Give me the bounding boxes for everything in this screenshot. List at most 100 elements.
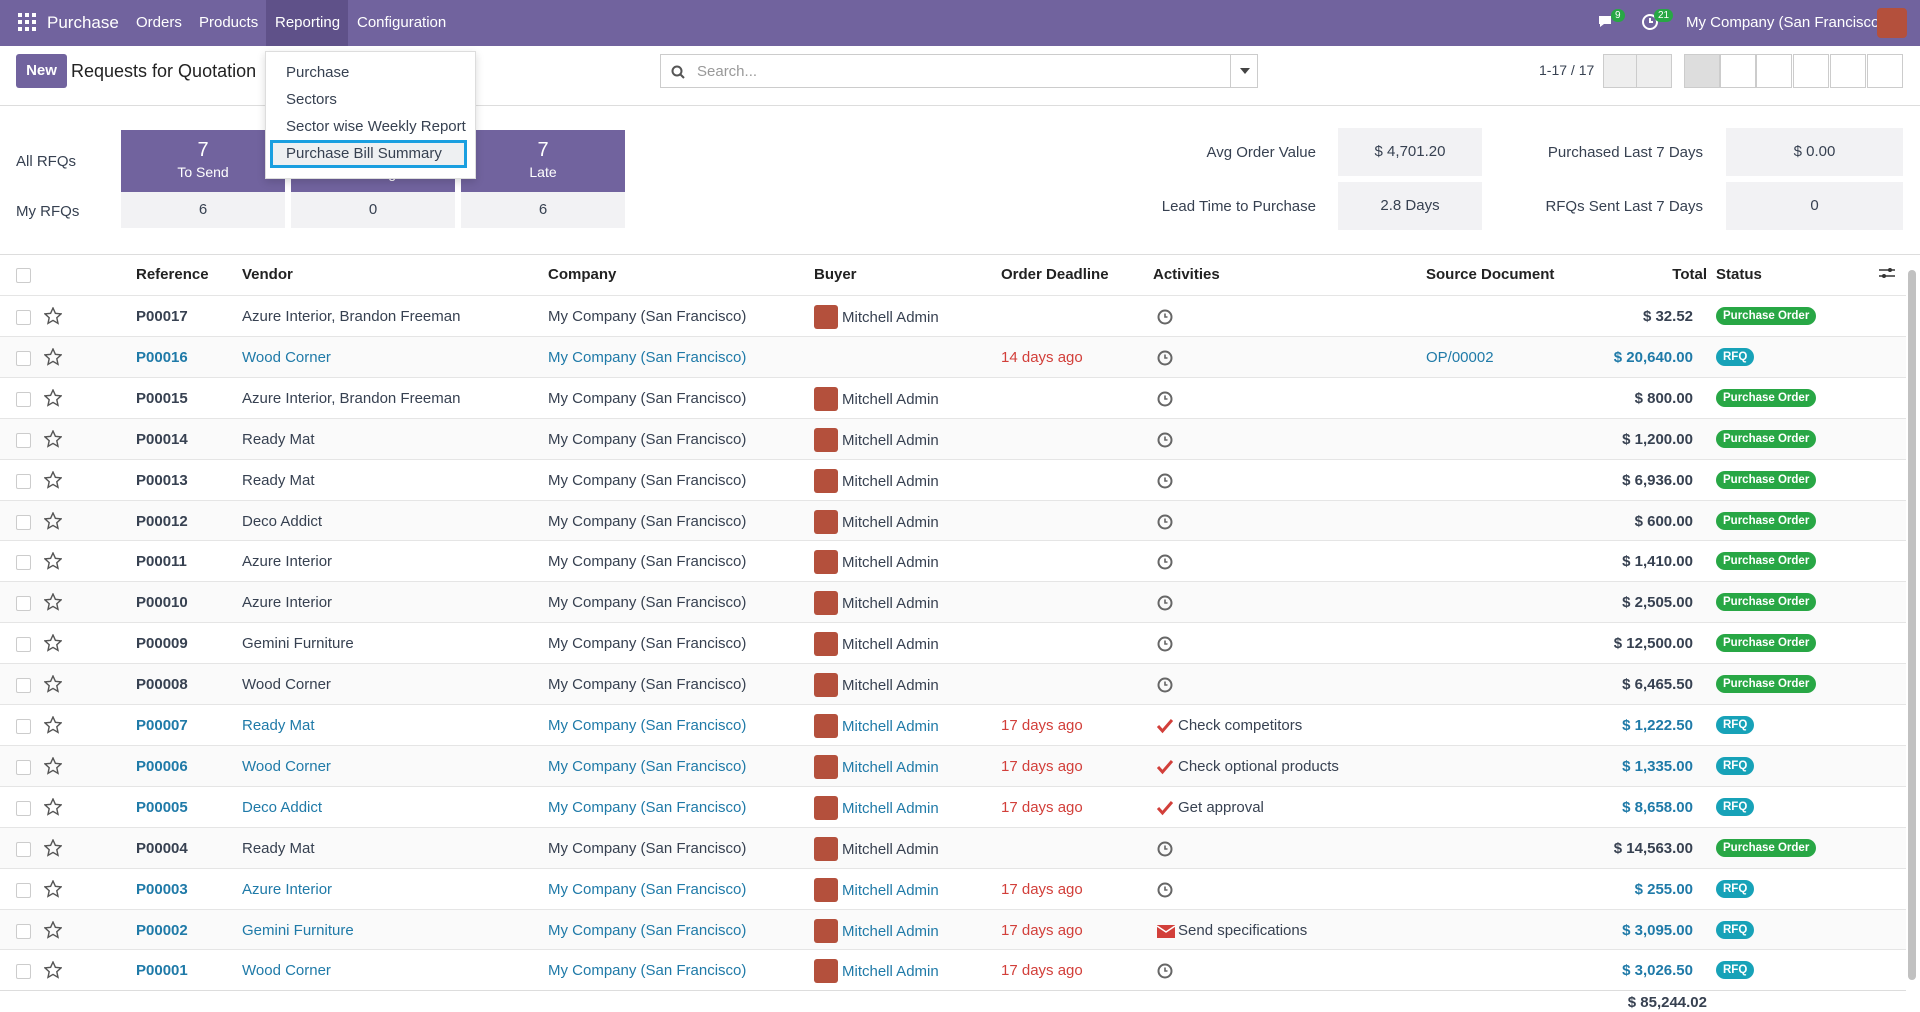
checkbox[interactable]: [16, 882, 31, 898]
checkbox[interactable]: [16, 555, 31, 571]
checkbox[interactable]: [16, 964, 31, 980]
column-header[interactable]: Reference: [136, 266, 209, 283]
dashboard-tile[interactable]: 7 To Send: [121, 130, 285, 192]
buyer-avatar: [814, 673, 838, 698]
checkbox[interactable]: [16, 596, 31, 612]
scrollbar: [1908, 270, 1916, 980]
menu-item[interactable]: Reporting: [275, 14, 341, 31]
order-deadline: 17 days ago: [1001, 921, 1083, 939]
table-row[interactable]: P00013 Ready Mat My Company (San Francisco…: [0, 458, 1906, 501]
checkbox[interactable]: [16, 759, 31, 775]
table-row[interactable]: P00007 Ready Mat My Company (San Francisco…: [0, 704, 1906, 746]
stat-value: 2.8 Days: [1338, 182, 1482, 230]
activity-icon: [1157, 963, 1173, 983]
dropdown-item[interactable]: Purchase Bill Summary: [286, 145, 442, 162]
menu-item[interactable]: Orders: [136, 14, 182, 31]
my-count[interactable]: 6: [121, 192, 285, 228]
table-row[interactable]: P00005 Deco Addict My Company (San Francis…: [0, 785, 1906, 828]
table-row[interactable]: P00011 Azure Interior My Company (San Fran…: [0, 540, 1906, 583]
column-header[interactable]: Total: [1672, 266, 1707, 283]
checkbox[interactable]: [16, 637, 31, 653]
total: $ 6,936.00: [1622, 471, 1693, 489]
view-list[interactable]: [1684, 54, 1720, 88]
dropdown-item[interactable]: Purchase: [286, 64, 350, 81]
table-row[interactable]: P00015 Azure Interior, Brandon Freeman My …: [0, 376, 1906, 419]
favorite-star: [43, 306, 63, 329]
view-graph[interactable]: [1793, 54, 1829, 88]
table-row[interactable]: P00008 Wood Corner My Company (San Francis…: [0, 663, 1906, 706]
column-header[interactable]: Source Document: [1426, 266, 1555, 283]
view-activity[interactable]: [1867, 54, 1903, 88]
reference: P00003: [136, 880, 188, 898]
checkbox[interactable]: [16, 514, 31, 530]
table-row[interactable]: P00012 Deco Addict My Company (San Francis…: [0, 499, 1906, 542]
menu-item[interactable]: Configuration: [357, 14, 447, 31]
company: My Company (San Francisco): [548, 594, 747, 612]
status-badge: Purchase Order: [1716, 593, 1817, 612]
checkbox[interactable]: [16, 719, 31, 734]
new-button[interactable]: New: [16, 54, 67, 88]
buyer: Mitchell Admin: [842, 554, 939, 572]
view-pivot[interactable]: [1756, 54, 1792, 88]
checkbox[interactable]: [16, 391, 31, 407]
table-row[interactable]: P00003 Azure Interior My Company (San Fran…: [0, 867, 1906, 910]
column-header[interactable]: Company: [548, 266, 617, 283]
activity-icon: [1157, 350, 1173, 370]
search-bar[interactable]: Search...: [660, 54, 1258, 88]
company: My Company (San Francisco): [548, 757, 747, 775]
checkbox[interactable]: [16, 350, 31, 366]
checkbox[interactable]: [16, 432, 31, 448]
company-switcher[interactable]: My Company (San Francisco): [1686, 14, 1885, 31]
vendor: Deco Addict: [242, 512, 323, 530]
my-count[interactable]: 0: [291, 192, 455, 228]
checkbox[interactable]: [16, 268, 31, 283]
checkbox[interactable]: [16, 310, 31, 325]
status-badge: Purchase Order: [1716, 470, 1817, 489]
apps-icon[interactable]: [18, 13, 36, 31]
table-row[interactable]: P00016 Wood Corner My Company (San Francis…: [0, 335, 1906, 378]
vendor: Wood Corner: [242, 757, 331, 775]
column-header[interactable]: Vendor: [242, 266, 293, 283]
pager-prev[interactable]: [1603, 54, 1639, 88]
search-toggle[interactable]: [1230, 55, 1259, 87]
table-row[interactable]: P00006 Wood Corner My Company (San Francis…: [0, 744, 1906, 787]
table-row[interactable]: P00014 Ready Mat My Company (San Francisco…: [0, 417, 1906, 460]
favorite-star: [43, 469, 63, 493]
dashboard-tile[interactable]: 7 Late: [461, 130, 625, 192]
my-count[interactable]: 6: [461, 192, 625, 228]
column-header[interactable]: Activities: [1153, 266, 1220, 283]
favorite-star: [43, 388, 63, 411]
dropdown-item[interactable]: Sector wise Weekly Report: [286, 118, 466, 135]
menu-item[interactable]: Products: [199, 14, 259, 31]
table-row[interactable]: P00017 Azure Interior, Brandon Freeman My …: [0, 295, 1906, 337]
pager-next[interactable]: [1636, 54, 1672, 88]
checkbox[interactable]: [16, 473, 31, 489]
reporting-dropdown: Purchase Sectors Sector wise Weekly Repo…: [265, 51, 476, 179]
company: My Company (San Francisco): [548, 921, 747, 939]
table-row[interactable]: P00001 Wood Corner My Company (San Francis…: [0, 949, 1906, 992]
activities-icon[interactable]: [1642, 14, 1660, 32]
table-row[interactable]: P00002 Gemini Furniture My Company (San Fr…: [0, 908, 1906, 951]
column-header[interactable]: Buyer: [814, 266, 857, 283]
table-row[interactable]: P00004 Ready Mat My Company (San Francisco…: [0, 826, 1906, 869]
view-calendar[interactable]: [1830, 54, 1866, 88]
reference: P00008: [136, 676, 188, 694]
table-row[interactable]: P00010 Azure Interior My Company (San Fran…: [0, 581, 1906, 624]
favorite-star: [43, 878, 63, 902]
view-kanban[interactable]: [1720, 54, 1756, 88]
checkbox[interactable]: [16, 923, 31, 939]
checkbox[interactable]: [16, 678, 31, 694]
messages-icon[interactable]: [1597, 14, 1615, 30]
table-row[interactable]: P00009 Gemini Furniture My Company (San Fr…: [0, 622, 1906, 665]
vendor: Wood Corner: [242, 348, 331, 366]
reference: P00009: [136, 635, 188, 653]
dropdown-item[interactable]: Sectors: [286, 91, 337, 108]
checkbox[interactable]: [16, 841, 31, 857]
checkbox[interactable]: [16, 800, 31, 816]
reference: P00007: [136, 717, 188, 734]
column-header[interactable]: Order Deadline: [1001, 266, 1109, 283]
app-name[interactable]: Purchase: [47, 13, 119, 32]
user-avatar[interactable]: [1877, 8, 1907, 38]
column-header[interactable]: Status: [1716, 266, 1762, 283]
divider: [0, 254, 1920, 255]
